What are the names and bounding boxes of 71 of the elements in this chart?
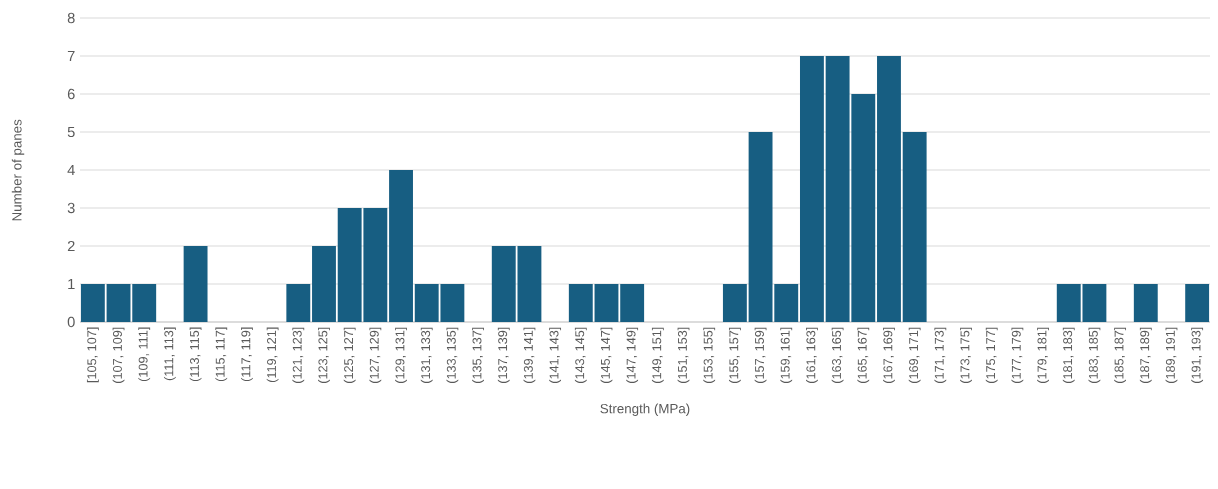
x-tick-label: (173, 175] [960, 327, 972, 383]
x-tick-label: (167, 169] [883, 327, 895, 383]
x-tick-label: (125, 127] [343, 327, 356, 383]
x-tick-label: (177, 179] [1011, 327, 1024, 383]
x-tick-label: (183, 185] [1088, 327, 1101, 383]
x-tick-label: (137, 139] [497, 327, 510, 383]
x-tick-label: (129, 131] [395, 327, 407, 383]
x-tick-label: (109, 111] [138, 327, 151, 382]
bar [1185, 283, 1210, 322]
y-tick-label: 4 [67, 164, 75, 176]
x-tick-label: (133, 135] [446, 327, 459, 383]
x-tick-label: (181, 183] [1062, 327, 1075, 383]
bar [389, 170, 413, 322]
bar [312, 245, 336, 322]
bar [594, 283, 619, 322]
x-tick-label: (155, 157] [728, 327, 741, 383]
x-tick-label: (163, 165] [831, 327, 844, 383]
y-tick-label: 0 [67, 316, 75, 328]
x-tick-label: (131, 133] [420, 327, 433, 383]
bar [106, 283, 131, 322]
y-tick-label: 3 [67, 202, 75, 214]
y-tick-label: 6 [67, 88, 75, 100]
x-tick-label: (119, 121] [266, 327, 279, 383]
x-tick-label: (139, 141] [523, 327, 536, 383]
bar [183, 245, 208, 322]
x-tick-label: (153, 155] [703, 327, 716, 383]
bar [902, 132, 927, 322]
x-tick-label: (151, 153] [677, 327, 690, 383]
bar [877, 56, 901, 322]
x-tick-label: (115, 117] [215, 327, 228, 382]
x-tick-label: (187, 189] [1139, 327, 1152, 383]
x-tick-label: (127, 129] [369, 327, 382, 383]
y-axis-title: Number of panes [11, 119, 25, 221]
x-axis-title: Strength (MPa) [600, 403, 690, 416]
x-tick-label: (143, 145] [574, 327, 587, 383]
bar [568, 283, 593, 322]
x-tick-label: (169, 171] [908, 327, 921, 383]
y-tick-label: 5 [67, 126, 75, 138]
x-tick-label: (179, 181] [1037, 327, 1049, 383]
x-tick-label: (147, 149] [626, 327, 639, 383]
y-tick-label: 8 [67, 12, 75, 24]
x-tick-label: (141, 143] [549, 327, 562, 383]
x-tick-label: (157, 159] [754, 327, 767, 383]
bar [132, 283, 157, 322]
bar [722, 283, 747, 322]
x-tick-label: (135, 137] [472, 327, 484, 383]
x-tick-label: (165, 167] [857, 327, 870, 383]
x-tick-label: (191, 193] [1191, 327, 1204, 383]
y-tick-label: 1 [68, 278, 75, 290]
x-tick-label: [105, 107] [86, 327, 99, 383]
x-tick-label: (107, 109] [112, 327, 125, 383]
x-tick-label: (189, 191] [1165, 327, 1178, 383]
x-tick-label: (185, 187] [1114, 327, 1127, 383]
bar [286, 283, 311, 322]
y-tick-label: 7 [67, 50, 75, 62]
x-tick-label: (121, 123] [292, 327, 305, 383]
y-tick-label: 2 [67, 240, 75, 252]
x-tick-label: (111, 113] [164, 327, 176, 381]
bar [1133, 283, 1158, 322]
bar [620, 283, 645, 322]
x-tick-label: (117, 119] [241, 327, 253, 382]
x-tick-label: (123, 125] [318, 327, 330, 383]
x-tick-label: (149, 151] [651, 327, 664, 383]
bar [80, 283, 105, 322]
x-tick-label: (159, 161] [780, 327, 793, 383]
x-tick-label: (161, 163] [806, 327, 818, 383]
bar [799, 56, 824, 322]
x-tick-label: (113, 115] [189, 327, 202, 382]
x-tick-label: (145, 147] [600, 327, 613, 383]
x-tick-label: (175, 177] [985, 327, 998, 383]
x-tick-label: (171, 173] [934, 327, 947, 383]
